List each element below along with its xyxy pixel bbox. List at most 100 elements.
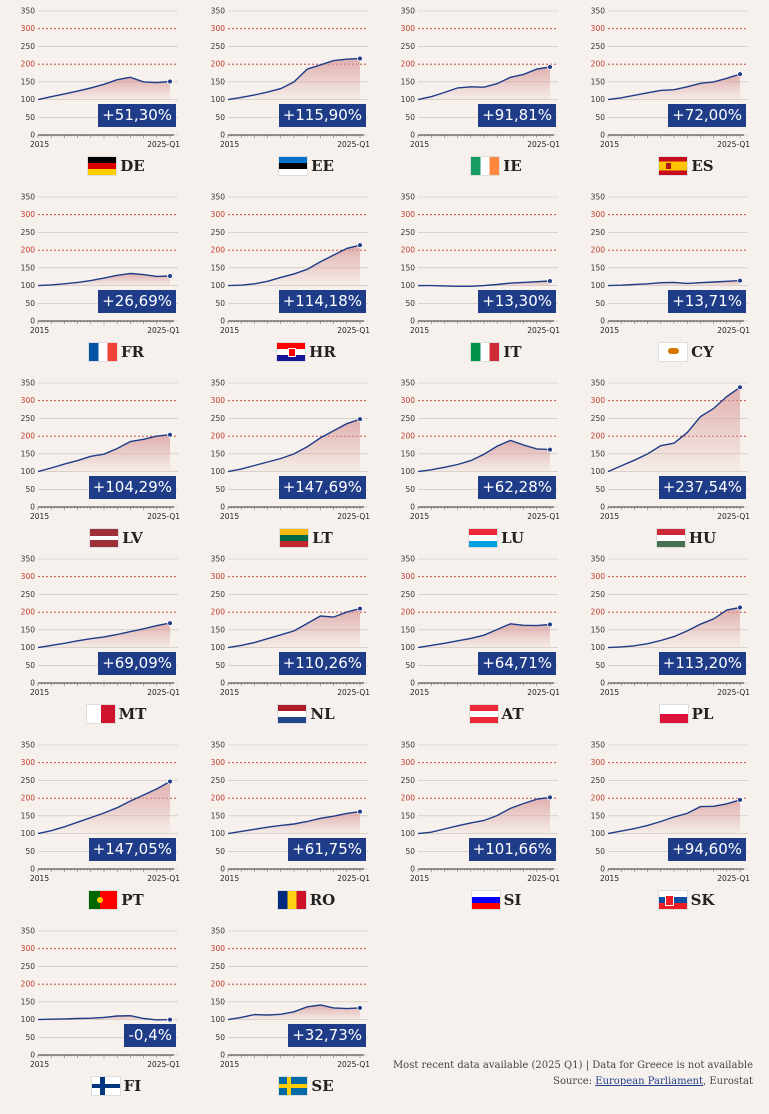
- x-end-label: 2025-Q1: [147, 326, 180, 335]
- y-tick-label: 200: [591, 60, 606, 69]
- y-tick-label: 300: [211, 210, 226, 219]
- y-tick-label: 100: [21, 281, 36, 290]
- x-start-label: 2015: [220, 688, 239, 697]
- y-tick-label: 0: [30, 1051, 35, 1060]
- y-tick-label: 100: [211, 1015, 226, 1024]
- change-badge: +13,71%: [668, 290, 746, 313]
- y-tick-label: 350: [21, 379, 36, 388]
- y-tick-label: 300: [211, 758, 226, 767]
- y-tick-label: 150: [401, 811, 416, 820]
- country-label: PL: [590, 704, 769, 724]
- x-start-label: 2015: [30, 874, 49, 883]
- change-badge: +69,09%: [98, 652, 176, 675]
- y-tick-label: 300: [211, 944, 226, 953]
- country-label: DE: [20, 156, 212, 176]
- x-start-label: 2015: [30, 326, 49, 335]
- country-chart-cy: 0 50 100 150 200 250 300 350 2015 2025-Q1 +13,71% C…: [590, 193, 769, 380]
- country-label: PT: [20, 890, 212, 910]
- y-tick-label: 200: [591, 794, 606, 803]
- y-tick-label: 200: [21, 794, 36, 803]
- chart-svg: 0 50 100 150 200 250 300 350 2015 2025-Q1: [21, 927, 181, 1070]
- x-start-label: 2015: [410, 874, 429, 883]
- y-tick-label: 0: [600, 317, 605, 326]
- x-end-label: 2025-Q1: [527, 326, 560, 335]
- x-end-label: 2025-Q1: [717, 512, 750, 521]
- y-tick-label: 350: [591, 379, 606, 388]
- y-tick-label: 350: [401, 555, 416, 564]
- y-tick-label: 200: [211, 980, 226, 989]
- end-point: [547, 446, 553, 453]
- y-tick-label: 300: [21, 210, 36, 219]
- chart-svg: 0 50 100 150 200 250 300 350 2015 2025-Q1: [21, 193, 181, 336]
- series-line: [37, 622, 171, 649]
- x-start-label: 2015: [220, 512, 239, 521]
- y-tick-label: 250: [21, 962, 36, 971]
- series-line: [417, 66, 551, 101]
- y-tick-label: 200: [21, 608, 36, 617]
- y-tick-label: 300: [21, 24, 36, 33]
- y-tick-label: 150: [591, 811, 606, 820]
- fi-flag-icon: [90, 1076, 121, 1096]
- country-chart-se: 0 50 100 150 200 250 300 350 2015 2025-Q1 +32,73% S…: [210, 927, 402, 1114]
- y-tick-label: 250: [591, 414, 606, 423]
- change-badge: +51,30%: [98, 104, 176, 127]
- y-tick-label: 200: [211, 608, 226, 617]
- country-chart-pt: 0 50 100 150 200 250 300 350 2015 2025-Q1 +147,05%…: [20, 741, 212, 928]
- change-badge: -0,4%: [124, 1024, 176, 1047]
- y-tick-label: 150: [401, 625, 416, 634]
- y-tick-label: 200: [401, 60, 416, 69]
- country-chart-nl: 0 50 100 150 200 250 300 350 2015 2025-Q1 +110,26%…: [210, 555, 402, 742]
- y-tick-label: 300: [21, 572, 36, 581]
- country-chart-at: 0 50 100 150 200 250 300 350 2015 2025-Q1 +64,71% A…: [400, 555, 592, 742]
- area-fill: [228, 811, 360, 834]
- x-start-label: 2015: [600, 326, 619, 335]
- y-tick-label: 150: [211, 449, 226, 458]
- y-tick-label: 100: [591, 95, 606, 104]
- end-point: [357, 242, 363, 248]
- country-label: RO: [210, 890, 402, 910]
- series-line: [37, 780, 171, 835]
- y-tick-label: 150: [21, 997, 36, 1006]
- y-tick-label: 150: [21, 449, 36, 458]
- y-tick-label: 150: [21, 263, 36, 272]
- y-tick-label: 350: [591, 193, 606, 202]
- y-tick-label: 300: [591, 396, 606, 405]
- y-tick-label: 0: [220, 865, 225, 874]
- y-tick-label: 0: [30, 679, 35, 688]
- series-line: [607, 386, 741, 473]
- end-point: [547, 794, 553, 801]
- y-tick-label: 0: [220, 131, 225, 140]
- y-tick-label: 350: [591, 7, 606, 16]
- country-label: HU: [590, 528, 769, 548]
- nl-flag-icon: [277, 704, 308, 724]
- chart-svg: 0 50 100 150 200 250 300 350 2015 2025-Q1: [591, 555, 751, 698]
- y-tick-label: 350: [591, 741, 606, 750]
- x-end-label: 2025-Q1: [337, 1060, 370, 1069]
- series-line: [37, 76, 171, 101]
- chart-svg: 0 50 100 150 200 250 300 350 2015 2025-Q1: [401, 7, 561, 150]
- country-code: RO: [309, 891, 336, 909]
- y-tick-label: 50: [595, 661, 605, 670]
- x-end-label: 2025-Q1: [717, 688, 750, 697]
- country-code: CY: [691, 343, 714, 361]
- area-fill: [38, 623, 170, 648]
- y-tick-label: 300: [21, 758, 36, 767]
- end-point: [167, 273, 173, 279]
- x-start-label: 2015: [600, 874, 619, 883]
- series-line: [417, 796, 551, 835]
- y-tick-label: 250: [211, 962, 226, 971]
- chart-svg: 0 50 100 150 200 250 300 350 2015 2025-Q1: [211, 379, 371, 522]
- y-tick-label: 200: [591, 608, 606, 617]
- country-chart-mt: 0 50 100 150 200 250 300 350 2015 2025-Q1 +69,09% M…: [20, 555, 212, 742]
- country-label: FR: [20, 342, 212, 362]
- ro-flag-icon: [276, 890, 307, 910]
- area-fill: [38, 273, 170, 286]
- y-tick-label: 350: [21, 193, 36, 202]
- x-end-label: 2025-Q1: [337, 512, 370, 521]
- x-start-label: 2015: [220, 326, 239, 335]
- source-link[interactable]: European Parliament: [595, 1076, 703, 1087]
- y-tick-label: 150: [591, 77, 606, 86]
- y-tick-label: 50: [595, 113, 605, 122]
- end-point: [357, 1005, 363, 1011]
